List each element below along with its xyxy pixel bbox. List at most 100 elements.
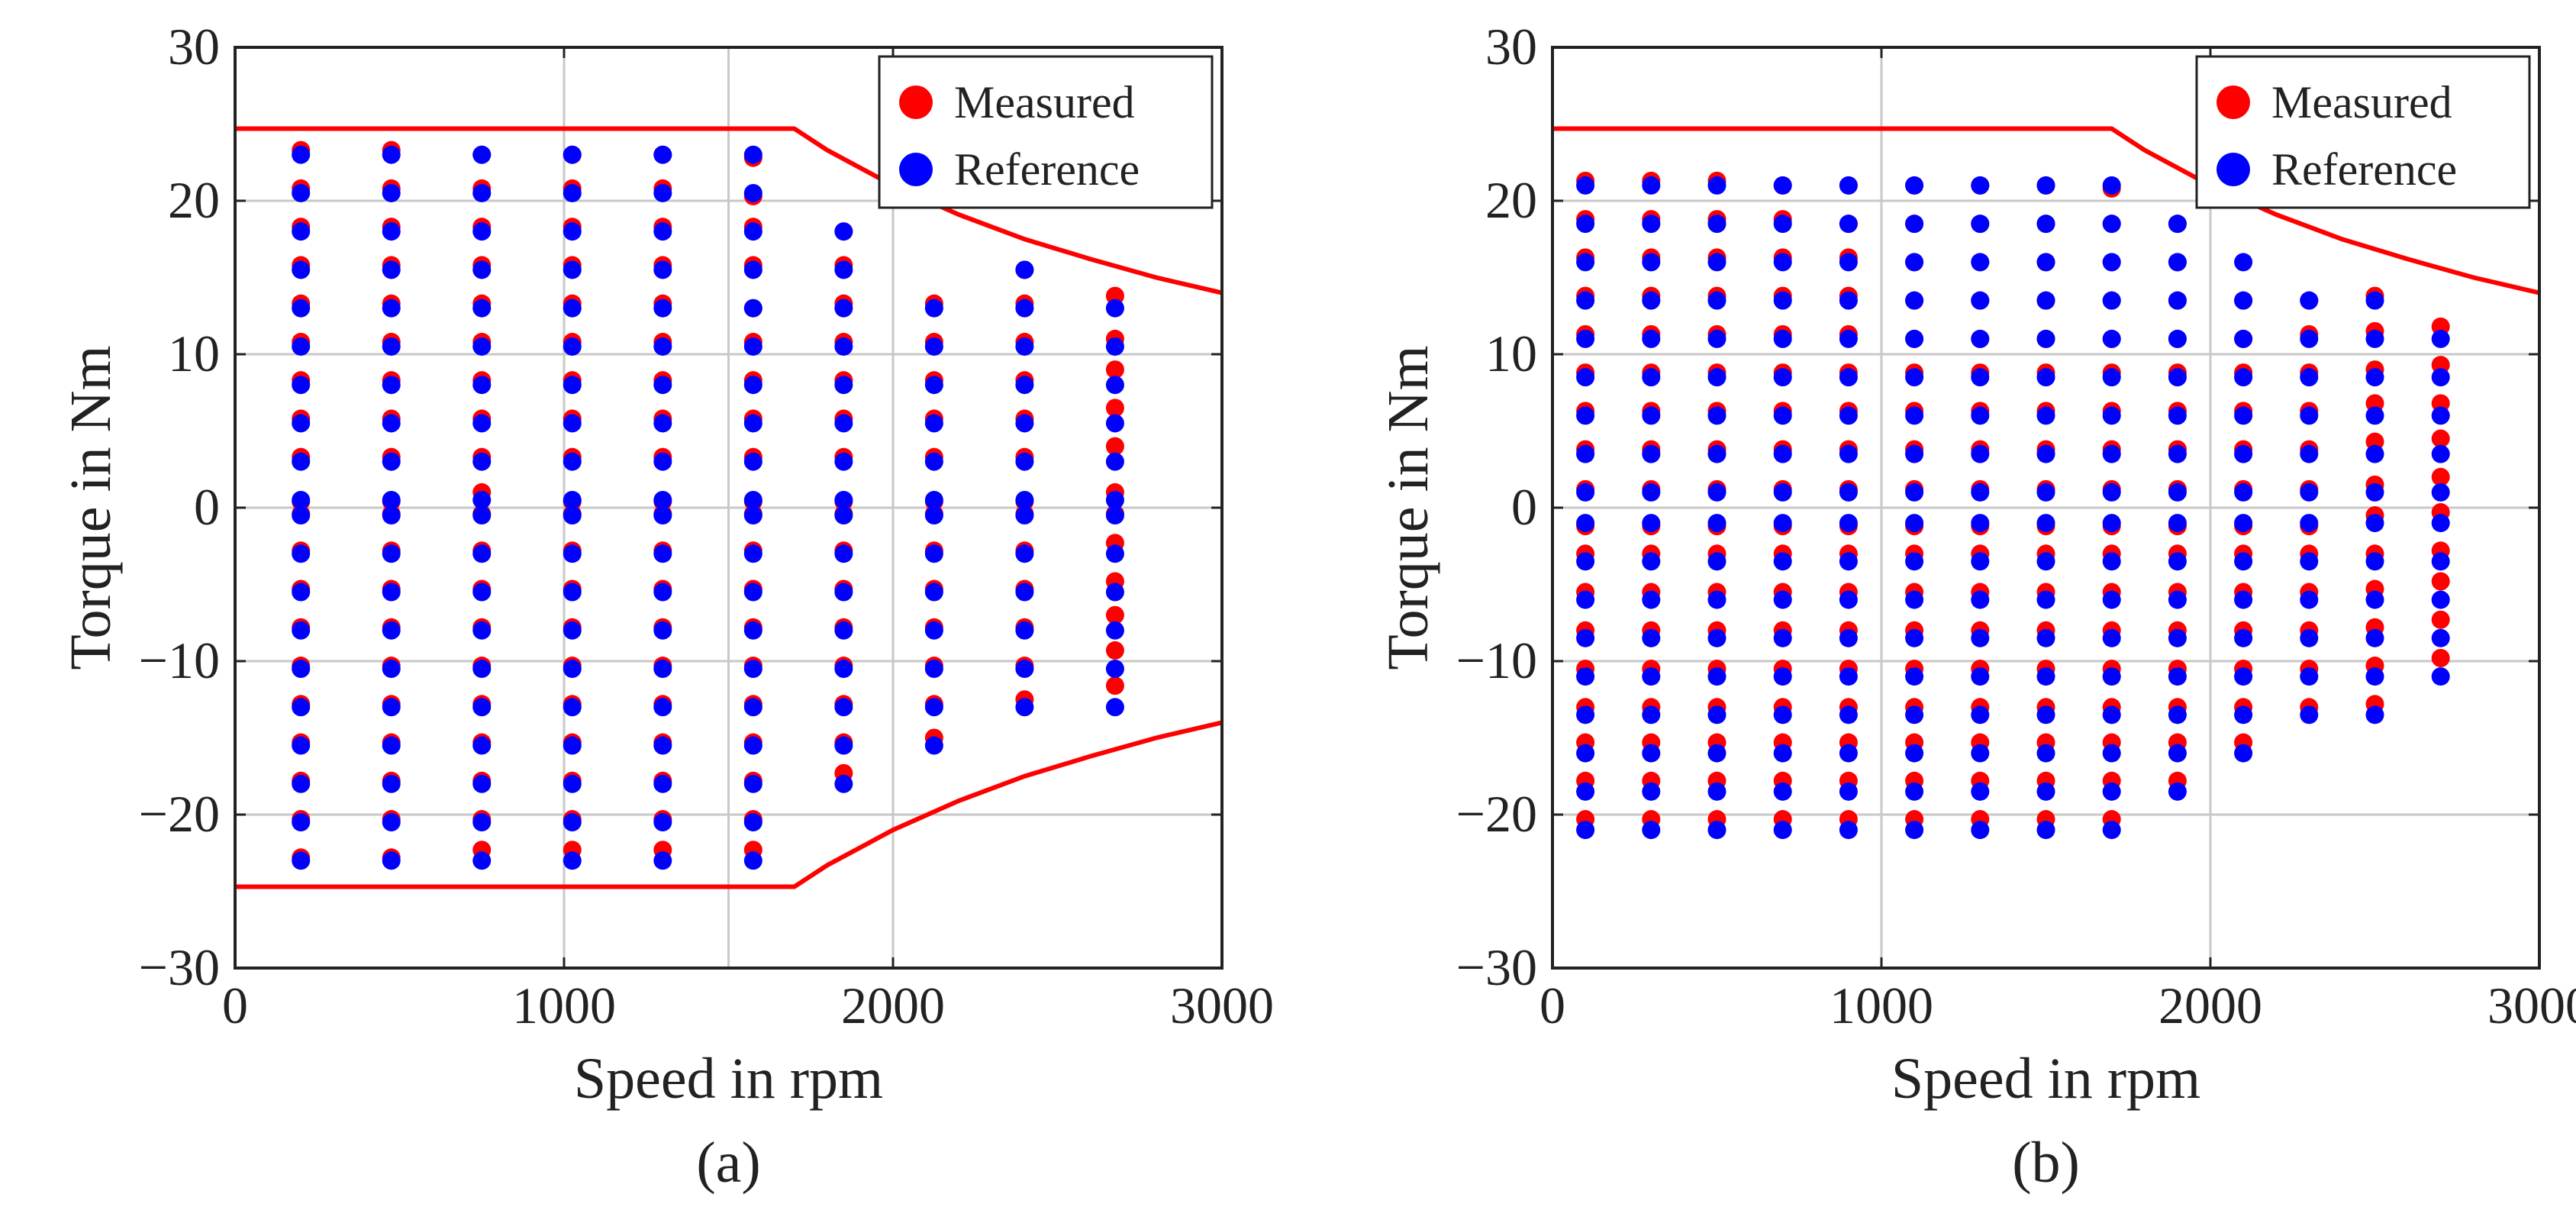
upper-limit-curve — [1552, 126, 2540, 295]
reference-point — [1707, 291, 1726, 310]
reference-point — [1576, 406, 1595, 425]
y-tick-label: 20 — [1485, 171, 1537, 229]
reference-point — [472, 299, 492, 318]
reference-point — [2102, 590, 2121, 609]
reference-point — [2036, 444, 2055, 463]
reference-point — [563, 736, 582, 755]
reference-point — [834, 544, 853, 563]
reference-point — [2168, 406, 2187, 425]
reference-point — [1642, 628, 1661, 647]
reference-point — [382, 660, 401, 679]
reference-point — [1015, 506, 1034, 525]
reference-point — [1576, 552, 1595, 571]
legend-box-a — [878, 55, 1214, 209]
reference-point — [2300, 368, 2319, 387]
reference-point — [834, 260, 853, 279]
reference-point — [1905, 782, 1924, 801]
reference-point — [653, 660, 672, 679]
x-axis-label-a: Speed in rpm — [574, 1047, 883, 1111]
reference-point — [1576, 176, 1595, 195]
reference-point — [1707, 590, 1726, 609]
reference-point — [2102, 552, 2121, 571]
reference-point — [924, 544, 943, 563]
reference-point — [653, 376, 672, 395]
reference-point — [1971, 291, 1990, 310]
reference-point — [472, 145, 492, 164]
reference-point — [834, 299, 853, 318]
reference-point — [2102, 253, 2121, 272]
reference-point — [2300, 667, 2319, 686]
reference-point — [472, 736, 492, 755]
reference-point — [2168, 253, 2187, 272]
reference-point — [653, 145, 672, 164]
measured-point — [1105, 641, 1124, 660]
reference-point — [834, 337, 853, 356]
y-tick-label: 10 — [1485, 324, 1537, 382]
reference-point — [563, 774, 582, 793]
reference-point — [1105, 544, 1124, 563]
reference-point — [2102, 482, 2121, 502]
reference-point — [472, 698, 492, 717]
reference-point — [1773, 628, 1792, 647]
reference-point — [1642, 821, 1661, 840]
reference-point — [1905, 514, 1924, 533]
reference-point — [1839, 291, 1858, 310]
reference-point — [1015, 621, 1034, 640]
reference-point — [834, 774, 853, 793]
reference-point — [382, 260, 401, 279]
reference-point — [472, 583, 492, 602]
reference-point — [472, 260, 492, 279]
reference-point — [382, 145, 401, 164]
reference-point — [834, 660, 853, 679]
reference-point — [924, 736, 943, 755]
reference-point — [1905, 406, 1924, 425]
measured-point — [2431, 648, 2450, 667]
reference-point — [382, 544, 401, 563]
reference-point — [382, 736, 401, 755]
reference-point — [1015, 698, 1034, 717]
reference-point — [382, 621, 401, 640]
reference-point — [2102, 368, 2121, 387]
reference-point — [653, 452, 672, 471]
reference-point — [1773, 514, 1792, 533]
reference-point — [1839, 782, 1858, 801]
reference-point — [1773, 590, 1792, 609]
reference-point — [1105, 583, 1124, 602]
legend-measured-marker-a — [899, 86, 933, 119]
chart-panel-a: 0 1000 2000 3000 −30 −20 −10 0 10 20 30 Measured R… — [59, 18, 1274, 1195]
reference-point — [2300, 329, 2319, 348]
reference-point — [563, 299, 582, 318]
reference-point — [2365, 444, 2384, 463]
reference-point — [2036, 628, 2055, 647]
reference-point — [1642, 215, 1661, 234]
reference-point — [2036, 215, 2055, 234]
reference-point — [924, 583, 943, 602]
reference-point — [1905, 444, 1924, 463]
chart-panel-b: 0 1000 2000 3000 −30 −20 −10 0 10 20 30 Measured R… — [1376, 18, 2576, 1195]
lower-limit-curve — [235, 720, 1223, 889]
x-tick-label: 0 — [222, 976, 248, 1034]
x-axis-label-b: Speed in rpm — [1891, 1047, 2200, 1111]
reference-point — [563, 583, 582, 602]
reference-point — [1707, 482, 1726, 502]
reference-point — [2300, 590, 2319, 609]
reference-point — [924, 621, 943, 640]
reference-point — [382, 490, 401, 509]
reference-point — [2036, 821, 2055, 840]
reference-point — [382, 337, 401, 356]
reference-point — [1015, 544, 1034, 563]
reference-point — [382, 222, 401, 241]
reference-point — [1707, 782, 1726, 801]
reference-point — [382, 774, 401, 793]
reference-point — [653, 583, 672, 602]
reference-point — [1773, 482, 1792, 502]
reference-point — [2168, 705, 2187, 725]
reference-point — [1642, 444, 1661, 463]
reference-point — [2365, 291, 2384, 310]
reference-point — [1971, 667, 1990, 686]
measured-point — [1105, 605, 1124, 624]
reference-point — [563, 490, 582, 509]
reference-point — [2102, 291, 2121, 310]
reference-point — [1105, 506, 1124, 525]
